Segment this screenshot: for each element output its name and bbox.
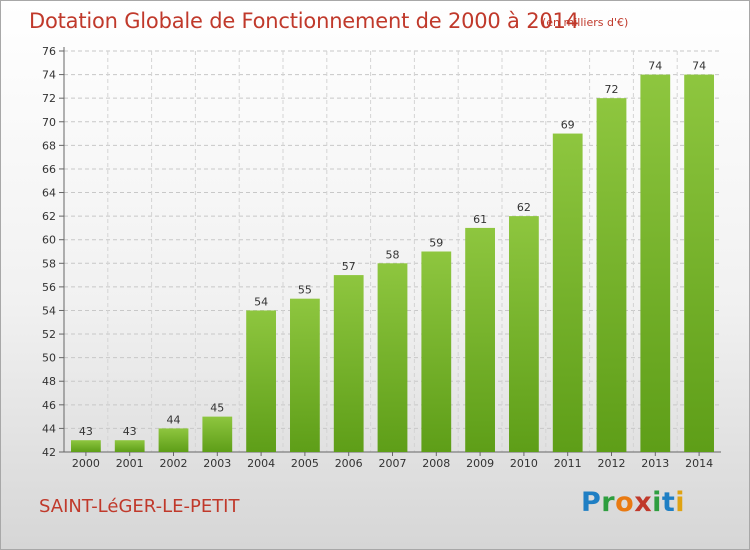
bar-value-label: 43 — [123, 425, 137, 438]
bar — [509, 216, 539, 452]
chart-title: Dotation Globale de Fonctionnement de 20… — [29, 9, 579, 33]
logo-letter: t — [661, 487, 676, 518]
logo-letter: r — [601, 487, 616, 518]
x-tick-label: 2013 — [641, 457, 669, 470]
y-tick-label: 52 — [42, 328, 56, 341]
bar-value-label: 58 — [386, 248, 400, 261]
bar-value-label: 55 — [298, 284, 312, 297]
bar-value-label: 43 — [79, 425, 93, 438]
bar — [246, 310, 276, 452]
y-tick-label: 62 — [42, 210, 56, 223]
x-tick-label: 2002 — [160, 457, 188, 470]
x-tick-label: 2003 — [203, 457, 231, 470]
x-tick-label: 2006 — [335, 457, 363, 470]
bar — [465, 227, 495, 452]
y-tick-label: 58 — [42, 257, 56, 270]
x-tick-label: 2010 — [510, 457, 538, 470]
logo-letter: o — [615, 487, 635, 518]
y-tick-label: 60 — [42, 234, 56, 247]
x-tick-label: 2007 — [379, 457, 407, 470]
y-tick-label: 76 — [42, 45, 56, 58]
bar-value-label: 69 — [561, 119, 575, 132]
bar — [596, 98, 627, 453]
commune-name: SAINT-LéGER-LE-PETIT — [39, 496, 240, 517]
bar — [684, 74, 714, 453]
bar — [114, 440, 145, 452]
y-tick-label: 66 — [42, 163, 56, 176]
bar — [158, 428, 189, 452]
bar — [202, 416, 233, 452]
bar-value-label: 62 — [517, 201, 531, 214]
bar-value-label: 72 — [605, 83, 619, 96]
y-tick-label: 46 — [42, 399, 56, 412]
y-tick-label: 74 — [42, 69, 56, 82]
y-tick-label: 44 — [42, 422, 56, 435]
logo-letter: i — [675, 487, 686, 518]
y-tick-label: 68 — [42, 139, 56, 152]
y-tick-label: 48 — [42, 375, 56, 388]
bar — [640, 74, 671, 453]
x-tick-label: 2012 — [598, 457, 626, 470]
y-tick-label: 42 — [42, 446, 56, 459]
y-tick-label: 70 — [42, 116, 56, 129]
x-tick-label: 2011 — [554, 457, 582, 470]
x-tick-label: 2000 — [72, 457, 100, 470]
bar — [552, 133, 583, 452]
bar — [333, 275, 364, 452]
x-tick-label: 2008 — [422, 457, 450, 470]
proxiti-logo: Proxiti — [581, 487, 685, 518]
bar-value-label: 45 — [210, 402, 224, 415]
bar — [421, 251, 452, 452]
bar-value-label: 74 — [692, 60, 706, 73]
y-tick-label: 64 — [42, 187, 56, 200]
bar-value-label: 61 — [473, 213, 487, 226]
bar-value-label: 54 — [254, 295, 268, 308]
x-tick-label: 2014 — [685, 457, 713, 470]
y-tick-label: 54 — [42, 304, 56, 317]
x-tick-label: 2009 — [466, 457, 494, 470]
x-tick-label: 2005 — [291, 457, 319, 470]
y-tick-label: 56 — [42, 281, 56, 294]
bar-value-label: 59 — [429, 237, 443, 250]
bar-value-label: 44 — [167, 413, 181, 426]
bar — [71, 440, 101, 452]
bar-value-label: 57 — [342, 260, 356, 273]
x-tick-label: 2001 — [116, 457, 144, 470]
y-tick-label: 72 — [42, 92, 56, 105]
logo-letter: x — [634, 487, 653, 518]
bar — [290, 298, 320, 452]
logo-letter: i — [652, 487, 662, 518]
bars — [71, 74, 714, 453]
bar — [377, 263, 408, 452]
labels: 42 44 46 48 50 52 54 56 58 60 62 64 66 68 70 72 74 76 43 20… — [42, 45, 713, 470]
bar-value-label: 74 — [648, 60, 662, 73]
x-tick-label: 2004 — [247, 457, 275, 470]
chart-unit-note: (en milliers d'€) — [542, 16, 629, 29]
y-tick-label: 50 — [42, 352, 56, 365]
logo-letter: P — [581, 487, 602, 518]
